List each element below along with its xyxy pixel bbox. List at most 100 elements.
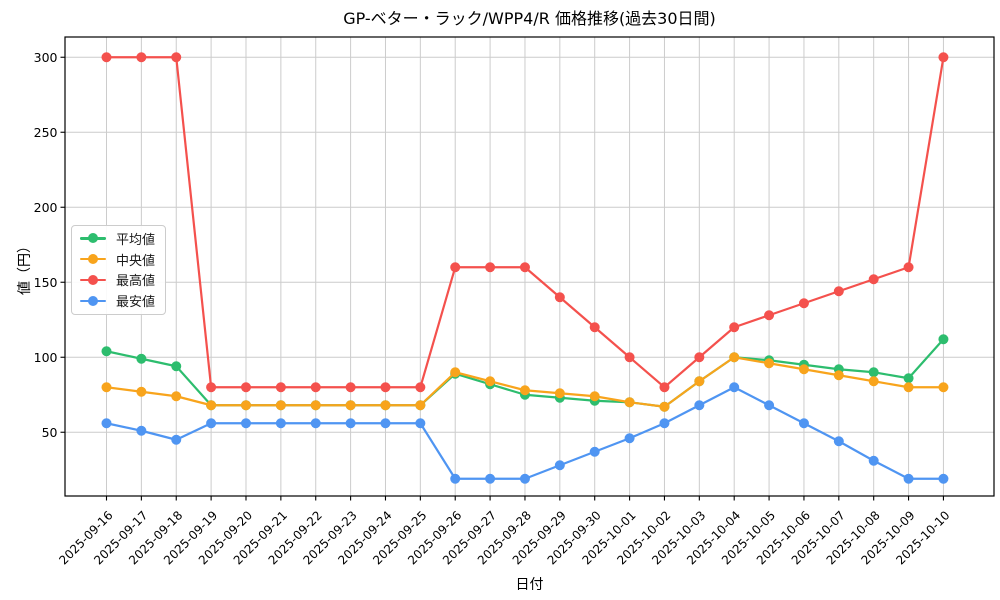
point-max-2025-09-19 (206, 382, 217, 393)
point-max-2025-10-07 (833, 286, 844, 297)
point-min-2025-09-29 (554, 460, 565, 471)
point-average-2025-09-16 (101, 346, 112, 357)
point-max-2025-09-20 (240, 382, 251, 393)
point-max-2025-09-26 (450, 262, 461, 273)
y-axis-label: 値（円） (17, 239, 33, 295)
point-min-2025-10-02 (659, 418, 670, 429)
point-median-2025-09-17 (136, 386, 147, 397)
point-median-2025-09-21 (275, 400, 286, 411)
point-min-2025-09-28 (519, 473, 530, 484)
point-min-2025-09-19 (206, 418, 217, 429)
y-tick-label: 250 (34, 125, 58, 140)
y-tick-label: 150 (34, 275, 58, 290)
point-min-2025-09-17 (136, 425, 147, 436)
point-median-2025-10-05 (764, 358, 775, 369)
point-max-2025-09-16 (101, 52, 112, 63)
plot-frame (64, 36, 995, 497)
y-tick-label: 200 (34, 200, 58, 215)
point-max-2025-10-08 (868, 274, 879, 285)
point-min-2025-09-25 (415, 418, 426, 429)
point-average-2025-10-09 (903, 373, 914, 384)
legend-label-average: 平均値 (116, 232, 156, 248)
legend-label-median: 中央値 (116, 253, 156, 269)
point-max-2025-10-01 (624, 352, 635, 363)
point-median-2025-09-23 (345, 400, 356, 411)
point-median-2025-09-24 (380, 400, 391, 411)
point-min-2025-09-24 (380, 418, 391, 429)
point-max-2025-10-06 (798, 298, 809, 309)
point-min-2025-10-10 (938, 473, 949, 484)
point-min-2025-09-18 (171, 434, 182, 445)
point-median-2025-10-09 (903, 382, 914, 393)
point-median-2025-09-29 (554, 388, 565, 399)
point-median-2025-10-07 (833, 370, 844, 381)
point-median-2025-10-10 (938, 382, 949, 393)
point-median-2025-09-22 (310, 400, 321, 411)
point-max-2025-09-22 (310, 382, 321, 393)
point-max-2025-10-02 (659, 382, 670, 393)
point-average-2025-09-17 (136, 353, 147, 364)
point-median-2025-09-19 (206, 400, 217, 411)
legend-label-min: 最安値 (116, 295, 156, 311)
legend-marker-max (80, 274, 106, 285)
point-median-2025-09-25 (415, 400, 426, 411)
point-max-2025-09-23 (345, 382, 356, 393)
legend-marker-min (80, 295, 106, 306)
point-min-2025-10-01 (624, 433, 635, 444)
legend-marker-median (80, 254, 106, 265)
point-median-2025-09-20 (240, 400, 251, 411)
point-max-2025-09-21 (275, 382, 286, 393)
point-median-2025-10-08 (868, 376, 879, 387)
point-average-2025-09-18 (171, 361, 182, 372)
legend-item-max: 最高値 (80, 270, 155, 291)
point-min-2025-10-04 (729, 382, 740, 393)
point-max-2025-09-29 (554, 292, 565, 303)
legend-item-median: 中央値 (80, 249, 155, 270)
legend: 平均値中央値最高値最安値 (71, 225, 167, 316)
point-min-2025-10-08 (868, 455, 879, 466)
legend-item-min: 最安値 (80, 290, 155, 311)
point-min-2025-10-07 (833, 436, 844, 447)
point-min-2025-10-05 (764, 400, 775, 411)
point-max-2025-09-17 (136, 52, 147, 63)
point-average-2025-10-10 (938, 334, 949, 345)
point-median-2025-09-26 (450, 367, 461, 378)
y-tick-label: 50 (42, 425, 58, 440)
point-median-2025-10-06 (798, 364, 809, 375)
point-min-2025-09-27 (485, 473, 496, 484)
point-max-2025-10-03 (694, 352, 705, 363)
point-min-2025-09-16 (101, 418, 112, 429)
legend-item-average: 平均値 (80, 228, 155, 249)
point-max-2025-10-10 (938, 52, 949, 63)
point-average-2025-10-08 (868, 367, 879, 378)
point-max-2025-10-05 (764, 310, 775, 321)
point-max-2025-10-04 (729, 322, 740, 333)
point-min-2025-09-23 (345, 418, 356, 429)
point-median-2025-10-01 (624, 397, 635, 408)
point-min-2025-09-30 (589, 446, 600, 457)
point-max-2025-09-25 (415, 382, 426, 393)
point-max-2025-09-27 (485, 262, 496, 273)
point-max-2025-09-30 (589, 322, 600, 333)
point-median-2025-10-03 (694, 376, 705, 387)
legend-marker-average (80, 233, 106, 244)
point-median-2025-09-28 (519, 385, 530, 396)
point-min-2025-09-21 (275, 418, 286, 429)
point-median-2025-10-02 (659, 401, 670, 412)
point-median-2025-09-16 (101, 382, 112, 393)
legend-label-max: 最高値 (116, 274, 156, 290)
point-max-2025-09-24 (380, 382, 391, 393)
point-max-2025-09-18 (171, 52, 182, 63)
y-tick-label: 100 (34, 350, 58, 365)
point-min-2025-09-26 (450, 473, 461, 484)
point-max-2025-10-09 (903, 262, 914, 273)
point-min-2025-10-09 (903, 473, 914, 484)
point-max-2025-09-28 (519, 262, 530, 273)
point-median-2025-09-27 (485, 376, 496, 387)
x-axis-label: 日付 (515, 577, 544, 593)
point-min-2025-10-03 (694, 400, 705, 411)
point-median-2025-09-30 (589, 391, 600, 402)
point-min-2025-09-22 (310, 418, 321, 429)
